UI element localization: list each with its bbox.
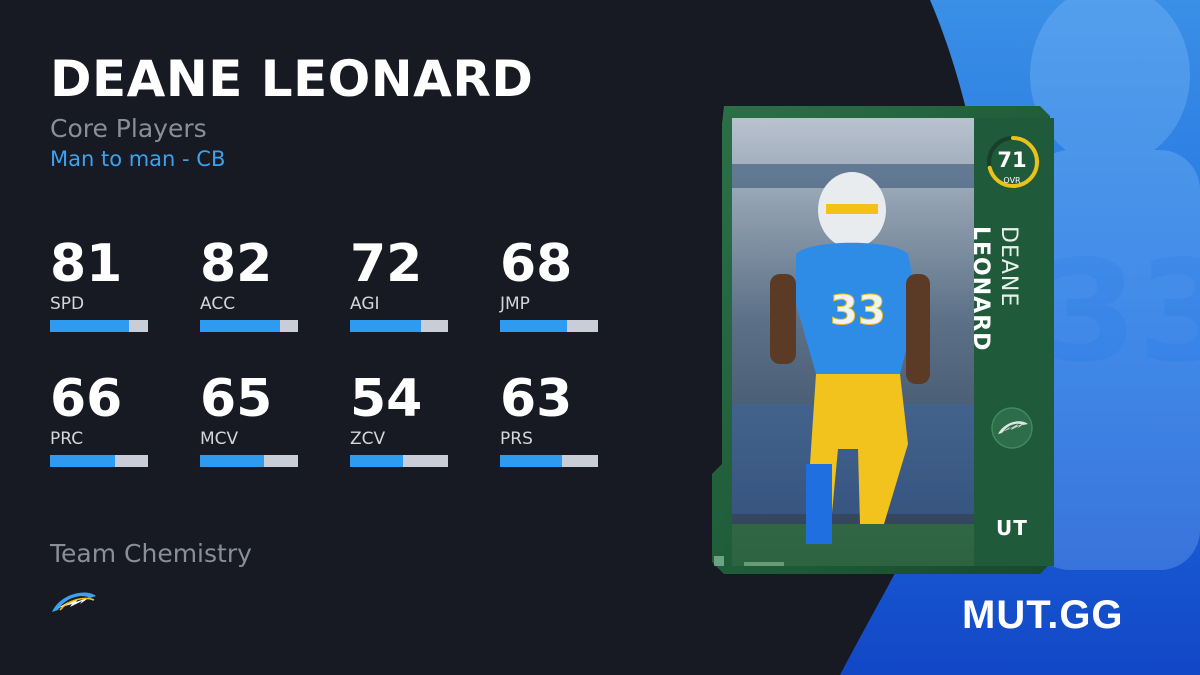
- player-figure: 33: [770, 172, 930, 544]
- jersey-number: 33: [830, 288, 886, 334]
- stat-value: 68: [500, 234, 573, 294]
- stat-bar: [500, 320, 598, 332]
- brand-logo[interactable]: MUT.GG: [962, 593, 1124, 637]
- stat-value: 54: [350, 369, 423, 429]
- card-last-name: LEONARD: [968, 226, 993, 352]
- stat-label: PRS: [500, 429, 533, 449]
- stat-bar-fill: [200, 455, 264, 467]
- player-name: DEANE LEONARD: [50, 50, 534, 108]
- ovr-label: OVR: [1003, 176, 1021, 185]
- chargers-bolt-icon[interactable]: [50, 588, 98, 614]
- stat-label: ACC: [200, 294, 236, 314]
- stat-bar: [50, 455, 148, 467]
- team-chemistry-title: Team Chemistry: [50, 539, 252, 568]
- stat-bar: [50, 320, 148, 332]
- player-role: Man to man - CB: [50, 147, 226, 171]
- stat-bar-fill: [500, 320, 567, 332]
- stat-bar-fill: [50, 455, 115, 467]
- stat-bar: [500, 455, 598, 467]
- stat-label: JMP: [500, 294, 530, 314]
- stat-value: 65: [200, 369, 273, 429]
- stat-bar-fill: [350, 320, 421, 332]
- stat-spd: 81 SPD: [50, 236, 160, 332]
- stat-agi: 72 AGI: [350, 236, 460, 332]
- stat-bar-fill: [200, 320, 281, 332]
- stat-prc: 66 PRC: [50, 371, 160, 467]
- player-card[interactable]: 33 71 OVR DEANE LEONARD UT: [710, 104, 1060, 574]
- ovr-badge: 71 OVR: [984, 136, 1044, 196]
- stat-label: AGI: [350, 294, 380, 314]
- stat-acc: 82 ACC: [200, 236, 310, 332]
- stat-label: PRC: [50, 429, 84, 449]
- stat-bar: [350, 320, 448, 332]
- stat-value: 82: [200, 234, 273, 294]
- stat-jmp: 68 JMP: [500, 236, 610, 332]
- stat-bar-fill: [50, 320, 130, 332]
- program-badge: UT: [996, 516, 1028, 540]
- program-name: Core Players: [50, 114, 207, 143]
- card-side-panel: 71 OVR DEANE LEONARD UT: [968, 118, 1054, 566]
- stat-label: MCV: [200, 429, 239, 449]
- chargers-bolt-icon: [991, 407, 1033, 449]
- stat-prs: 63 PRS: [500, 371, 610, 467]
- stat-mcv: 65 MCV: [200, 371, 310, 467]
- background-jersey-number: 33: [1040, 231, 1200, 394]
- stat-value: 81: [50, 234, 123, 294]
- stat-bar-fill: [500, 455, 562, 467]
- stat-bar: [200, 455, 298, 467]
- card-frame: 33: [712, 106, 1054, 574]
- ovr-progress-ring: [987, 136, 1039, 188]
- card-first-name: DEANE: [996, 226, 1021, 308]
- stat-bar: [350, 455, 448, 467]
- stat-value: 72: [350, 234, 423, 294]
- stat-value: 66: [50, 369, 123, 429]
- ovr-value: 71: [997, 148, 1027, 172]
- stat-value: 63: [500, 369, 573, 429]
- stat-zcv: 54 ZCV: [350, 371, 460, 467]
- stat-bar: [200, 320, 298, 332]
- card-player-name: DEANE LEONARD: [966, 226, 1022, 351]
- stat-label: ZCV: [350, 429, 386, 449]
- stat-label: SPD: [50, 294, 85, 314]
- stat-bar-fill: [350, 455, 403, 467]
